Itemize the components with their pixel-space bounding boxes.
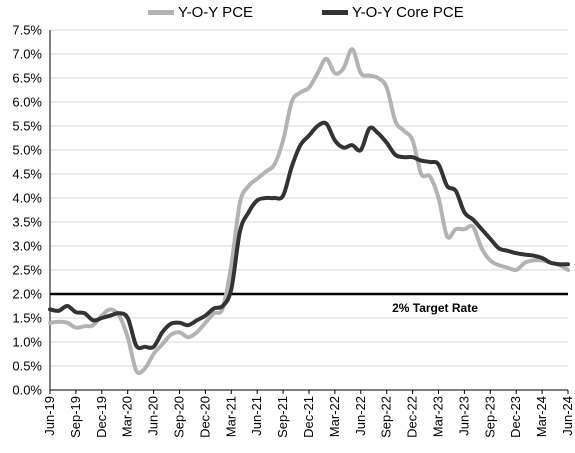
x-tick-label: Dec-21 [301,396,316,438]
x-tick-label: Mar-22 [327,396,342,437]
x-tick-label: Jun-22 [353,396,368,436]
x-tick-label: Jun-20 [146,396,161,436]
y-tick-label: 5.5% [12,119,42,134]
y-tick-label: 1.0% [12,335,42,350]
series-line-pce [48,47,570,376]
chart-legend: Y-O-Y PCE Y-O-Y Core PCE [0,4,575,26]
legend-swatch-pce [148,10,174,15]
x-tick-label: Mar-23 [431,396,446,437]
x-tick-label: Dec-23 [508,396,523,438]
series-line-core-pce [48,120,570,351]
x-tick-label: Sep-23 [482,396,497,438]
legend-label-pce: Y-O-Y PCE [178,4,254,21]
y-tick-label: 2.0% [12,287,42,302]
y-tick-label: 7.5% [12,23,42,38]
y-tick-label: 4.5% [12,167,42,182]
x-tick-label: Sep-22 [379,396,394,438]
x-tick-label: Dec-22 [405,396,420,438]
x-tick-label: Sep-19 [68,396,83,438]
y-tick-label: 4.0% [12,191,42,206]
y-tick-label: 2.5% [12,263,42,278]
y-tick-label: 3.5% [12,215,42,230]
y-tick-label: 6.0% [12,95,42,110]
legend-item-core-pce: Y-O-Y Core PCE [322,4,464,21]
x-tick-label: Sep-20 [172,396,187,438]
x-tick-label: Sep-21 [275,396,290,438]
y-tick-label: 1.5% [12,311,42,326]
x-tick-label: Mar-21 [223,396,238,437]
x-tick-label: Mar-20 [120,396,135,437]
x-tick-label: Dec-20 [197,396,212,438]
legend-label-core-pce: Y-O-Y Core PCE [352,4,464,21]
y-tick-label: 7.0% [12,47,42,62]
y-tick-label: 3.0% [12,239,42,254]
legend-swatch-core-pce [322,10,348,15]
x-tick-label: Dec-19 [94,396,109,438]
y-tick-label: 6.5% [12,71,42,86]
y-tick-label: 0.0% [12,383,42,398]
x-tick-label: Jun-23 [456,396,471,436]
target-rate-annotation: 2% Target Rate [392,301,478,315]
x-tick-label: Mar-24 [534,396,549,437]
x-tick-label: Jun-19 [42,396,57,436]
y-tick-label: 0.5% [12,359,42,374]
y-tick-label: 5.0% [12,143,42,158]
x-tick-label: Jun-24 [560,396,575,436]
x-tick-label: Jun-21 [249,396,264,436]
legend-item-pce: Y-O-Y PCE [148,4,253,21]
